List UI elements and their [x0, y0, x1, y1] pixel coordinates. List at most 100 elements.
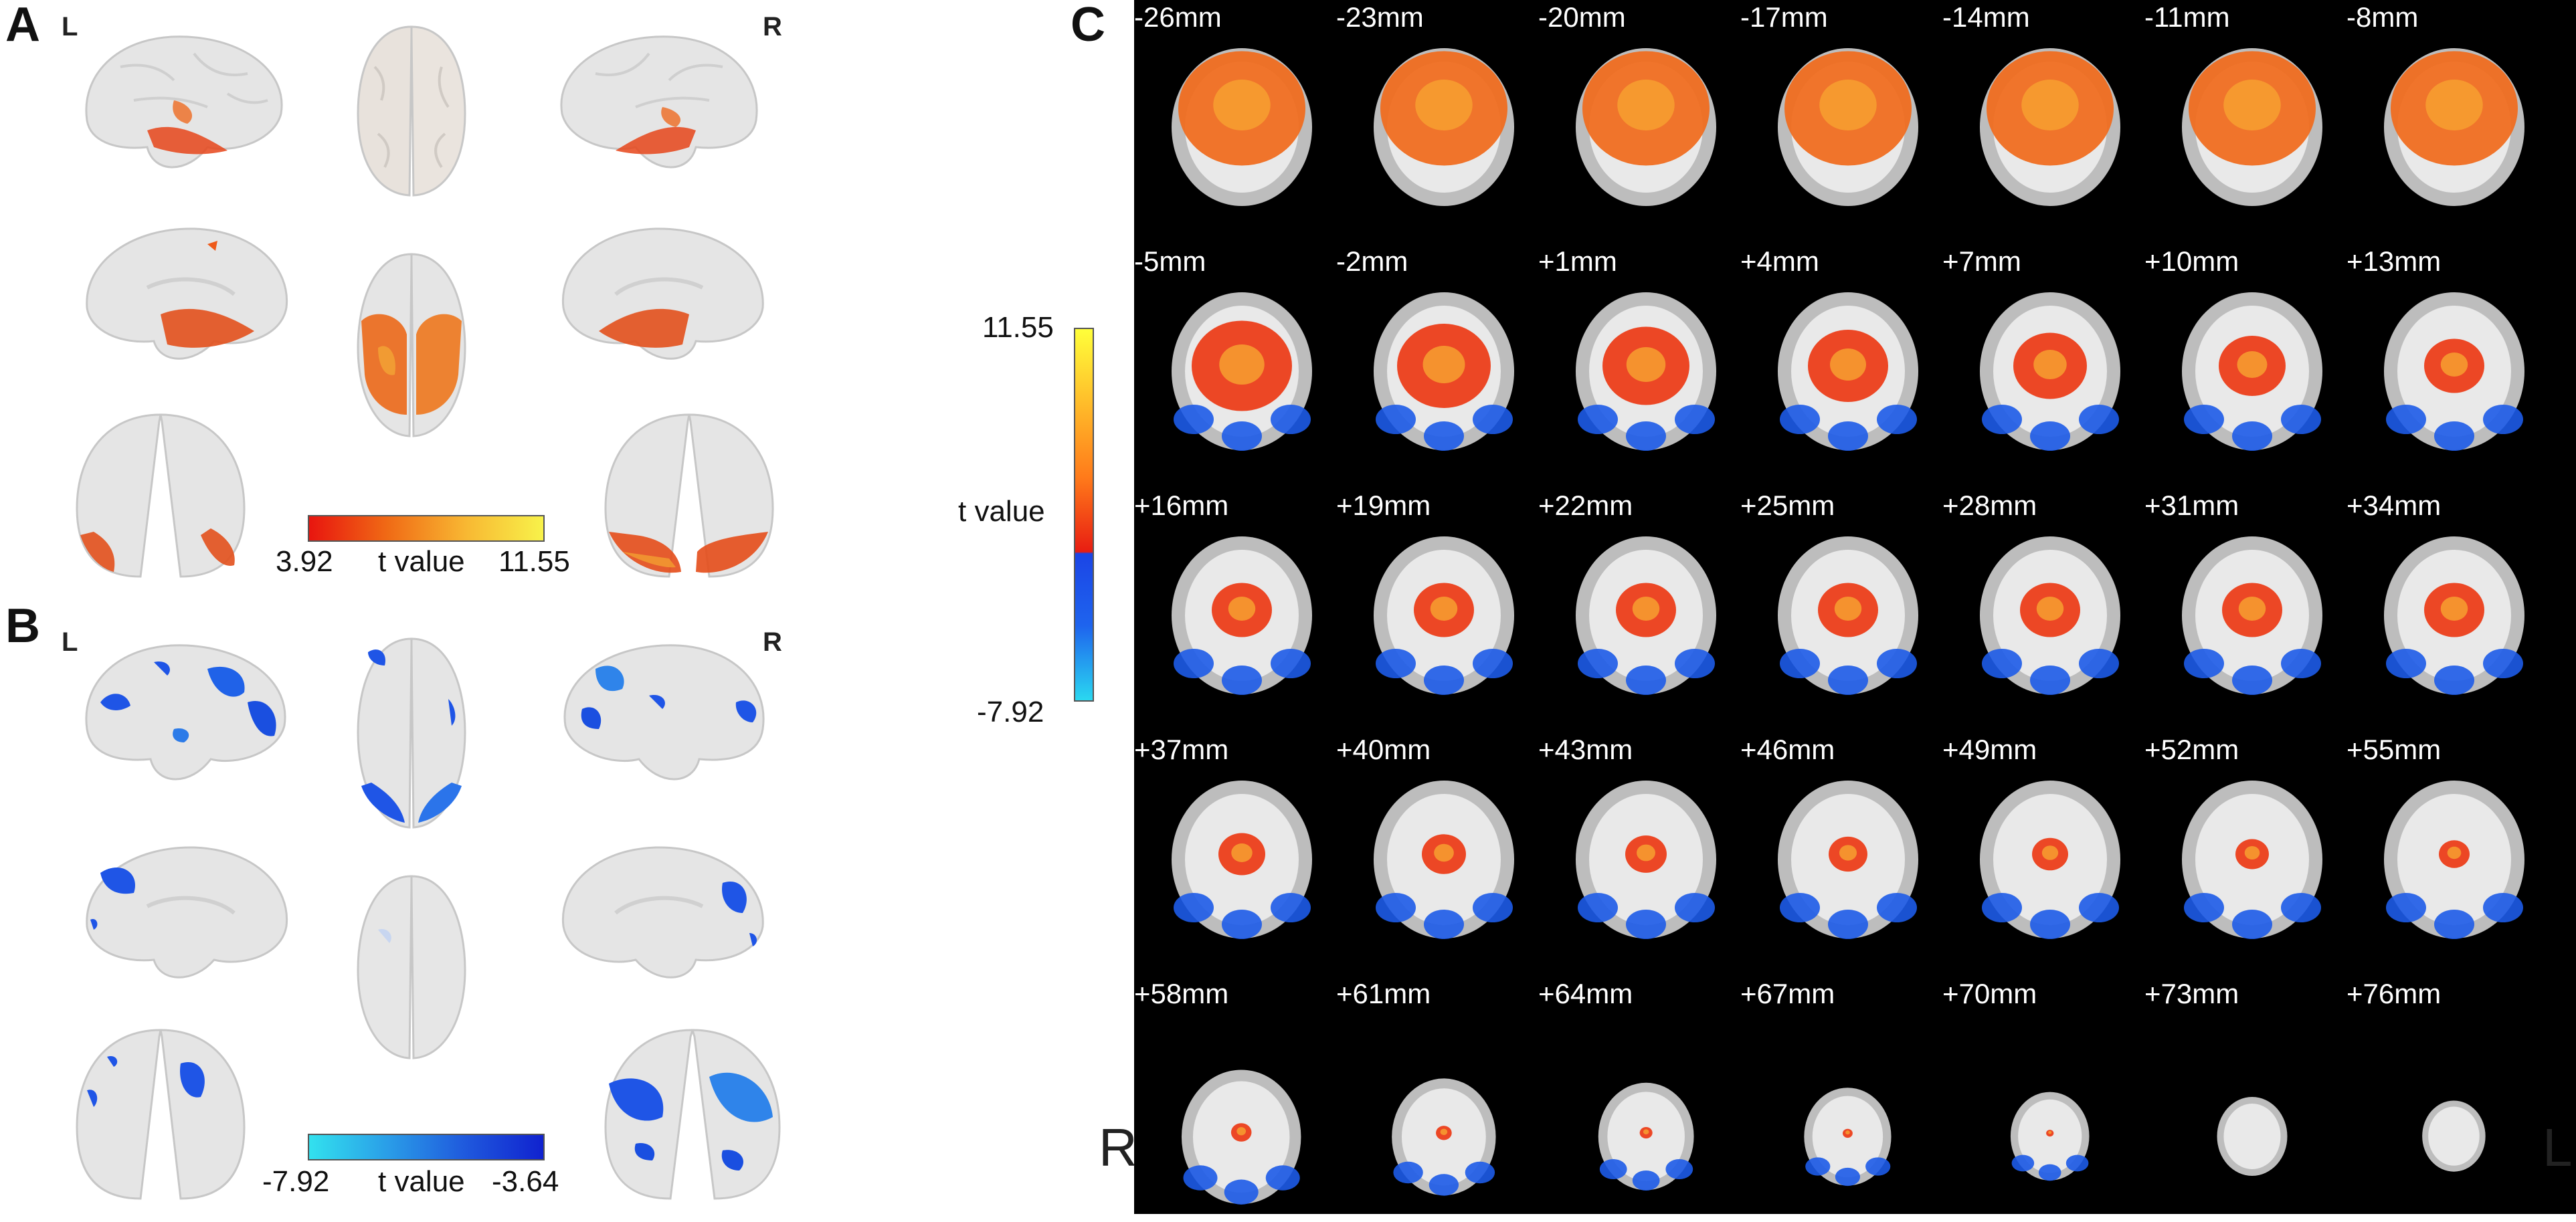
slice-12: +10mm	[2144, 245, 2347, 490]
slice-28: +58mm	[1134, 978, 1336, 1222]
negative-activation	[2433, 666, 2474, 695]
positive-activation-peak	[2041, 845, 2058, 860]
negative-activation	[2433, 910, 2474, 939]
panel-b-right-medial-view	[549, 833, 776, 993]
slice-label: +58mm	[1134, 978, 1229, 1009]
negative-activation	[1266, 1165, 1301, 1191]
slice-7: -5mm	[1134, 245, 1336, 490]
panel-b-anterior-view	[595, 1017, 790, 1204]
positive-activation-peak	[1626, 347, 1665, 382]
slice-brain-image	[1171, 292, 1312, 451]
positive-activation-peak	[2440, 597, 2468, 621]
slice-22: +40mm	[1336, 734, 1538, 978]
positive-activation-peak	[1422, 346, 1465, 383]
panel-a-right-medial-view	[549, 214, 776, 375]
negative-activation	[1173, 649, 1214, 678]
slice-label: +13mm	[2347, 245, 2442, 277]
positive-activation-peak	[1829, 348, 1866, 381]
panel-a-left-medial-view	[74, 214, 301, 375]
negative-activation	[1632, 1170, 1660, 1191]
positive-activation-peak	[2447, 846, 2461, 859]
slice-brain-image	[2383, 48, 2524, 206]
slice-9: +1mm	[1538, 245, 1740, 490]
slice-label: +73mm	[2144, 978, 2239, 1009]
negative-activation	[1183, 1165, 1218, 1191]
slice-label: -17mm	[1740, 1, 1828, 33]
positive-activation-peak	[1440, 1128, 1447, 1135]
panel-b-colorbar-label: t value	[378, 1165, 465, 1198]
negative-activation	[2065, 1154, 2089, 1172]
slice-label: +61mm	[1336, 978, 1431, 1009]
negative-activation	[1827, 421, 1868, 451]
negative-activation	[1674, 405, 1715, 434]
negative-activation	[2280, 405, 2321, 434]
slice-label: +4mm	[1740, 245, 1819, 277]
slice-29: +61mm	[1336, 978, 1538, 1222]
slice-brain-image	[1575, 292, 1716, 451]
negative-activation	[2038, 1164, 2061, 1181]
slice-brain-image	[1777, 48, 1918, 206]
slice-1: -23mm	[1336, 1, 1538, 245]
slice-31: +67mm	[1740, 978, 1942, 1222]
slice-15: +19mm	[1336, 490, 1538, 734]
panel-b-colorbar-max: -3.64	[492, 1165, 559, 1198]
negative-activation	[1674, 893, 1715, 922]
slice-brain-image	[1575, 536, 1716, 695]
slice-white-matter	[2223, 1103, 2281, 1169]
slice-label: -20mm	[1538, 1, 1626, 33]
positive-activation-peak	[2244, 846, 2260, 859]
panel-a-colorbar-max: 11.55	[498, 545, 570, 578]
slice-brain-image	[1171, 48, 1312, 206]
slice-5: -11mm	[2144, 1, 2347, 245]
negative-activation	[2280, 649, 2321, 678]
positive-activation-peak	[1617, 80, 1675, 130]
slice-brain-image	[1777, 781, 1918, 939]
negative-activation	[2029, 666, 2070, 695]
positive-activation-peak	[2425, 80, 2483, 130]
positive-activation-peak	[2223, 80, 2281, 130]
negative-activation	[2385, 405, 2426, 434]
slice-brain-image	[1575, 781, 1716, 939]
slice-brain-image	[2383, 536, 2524, 695]
slice-label: -5mm	[1134, 245, 1206, 277]
slice-brain-image	[2181, 536, 2322, 695]
slice-brain-image	[1979, 536, 2120, 695]
slice-27: +55mm	[2347, 734, 2549, 978]
negative-activation	[1423, 666, 1464, 695]
panel-c-colorbar	[1074, 328, 1094, 702]
negative-activation	[1835, 1167, 1861, 1186]
panel-b-colorbar-min: -7.92	[262, 1165, 330, 1198]
negative-activation	[1876, 893, 1917, 922]
negative-activation	[1981, 649, 2022, 678]
negative-activation	[2280, 893, 2321, 922]
slice-brain-image	[1171, 536, 1312, 695]
negative-activation	[2482, 893, 2523, 922]
slice-17: +25mm	[1740, 490, 1942, 734]
slice-brain-image	[1373, 781, 1514, 939]
negative-activation	[2029, 421, 2070, 451]
slice-14: +16mm	[1134, 490, 1336, 734]
slice-label: +16mm	[1134, 490, 1229, 521]
slice-brain-image	[1373, 536, 1514, 695]
panel-b-colorbar	[308, 1134, 545, 1160]
slice-label: +31mm	[2144, 490, 2239, 521]
slice-brain-image	[1373, 292, 1514, 451]
panel-b-left-medial-view	[74, 833, 301, 993]
negative-activation	[1779, 405, 1820, 434]
slice-brain-image	[1777, 536, 1918, 695]
negative-activation	[2011, 1154, 2035, 1172]
negative-activation	[2385, 893, 2426, 922]
negative-activation	[2482, 405, 2523, 434]
slice-brain-image	[1182, 1070, 1301, 1205]
slice-label: +46mm	[1740, 734, 1835, 765]
negative-activation	[1423, 421, 1464, 451]
positive-activation-peak	[1433, 843, 1454, 862]
negative-activation	[1221, 666, 1262, 695]
positive-activation-peak	[1819, 80, 1877, 130]
slice-brain-image	[1171, 781, 1312, 939]
slice-3: -17mm	[1740, 1, 1942, 245]
slice-16: +22mm	[1538, 490, 1740, 734]
panel-b-left-lateral-view	[74, 629, 301, 796]
negative-activation	[2078, 405, 2119, 434]
slice-label: +28mm	[1942, 490, 2037, 521]
